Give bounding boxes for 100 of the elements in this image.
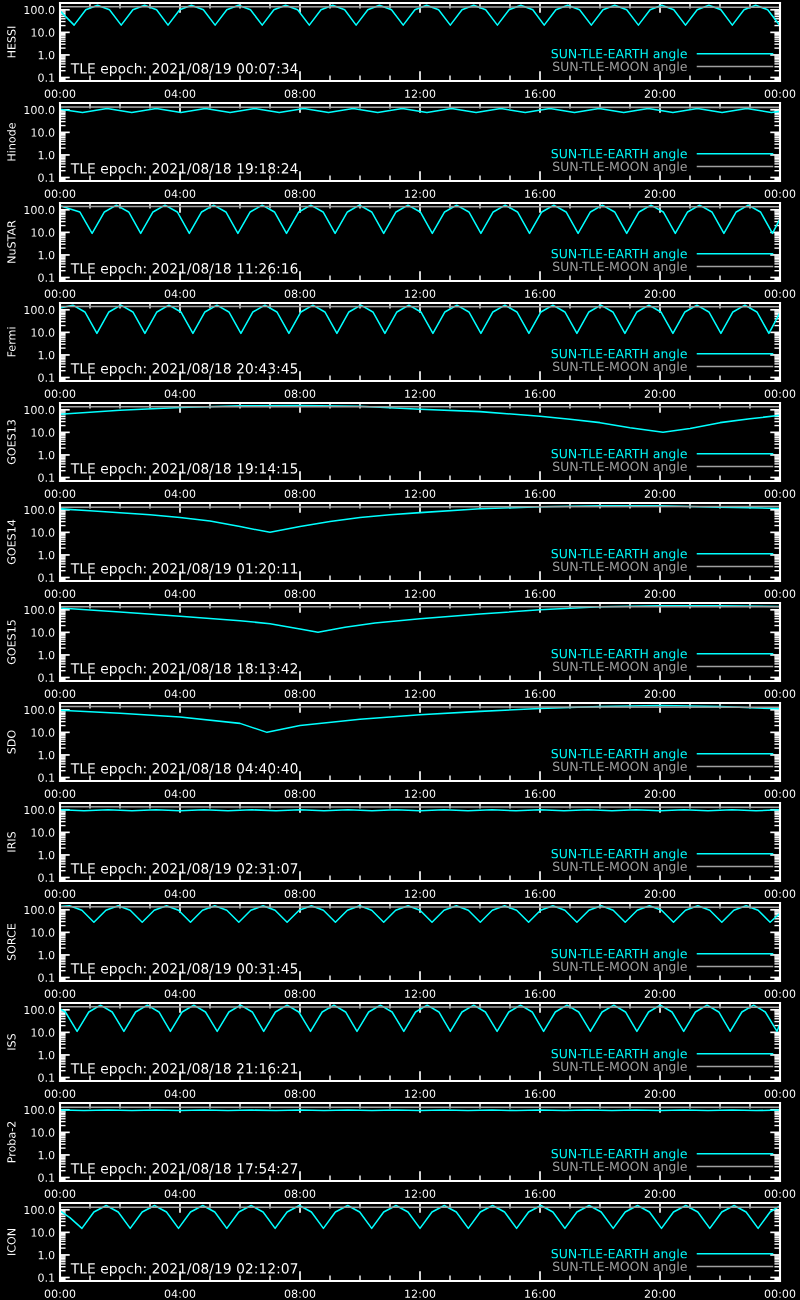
x-tick-label: 16:00 (525, 989, 556, 998)
y-axis-title: IRIS (7, 831, 16, 852)
annotation: TLE epoch: 2021/08/18 04:40:40 (70, 762, 298, 777)
x-tick-label: 00:00 (44, 789, 76, 798)
x-tick-label: 04:00 (164, 1189, 196, 1198)
y-tick-label: 0.1 (38, 1273, 55, 1282)
y-axis-title: Hinode (7, 123, 16, 161)
x-tick-label: 04:00 (164, 789, 196, 798)
y-tick-label: 100.0 (24, 605, 55, 615)
x-tick-label: 00:00 (764, 1089, 796, 1098)
annotation: TLE epoch: 2021/08/18 20:43:45 (70, 362, 298, 377)
x-tick-label: 12:00 (405, 189, 436, 198)
y-tick-label: 10.0 (31, 1128, 55, 1137)
x-tick-label: 08:00 (284, 489, 316, 498)
y-tick-label: 10.0 (31, 528, 55, 537)
text: SUN-TLE-MOON angle (553, 561, 687, 574)
y-tick-label: 1.0 (38, 1150, 55, 1160)
y-tick-label: 100.0 (24, 1105, 55, 1115)
x-tick-label: 20:00 (644, 389, 676, 398)
annotation: TLE epoch: 2021/08/18 19:14:15 (70, 462, 298, 477)
x-tick-label: 00:00 (44, 489, 76, 498)
text: SUN-TLE-MOON angle (553, 361, 687, 374)
y-tick-label: 10.0 (31, 228, 55, 237)
x-tick-label: 12:00 (405, 989, 436, 998)
y-tick-label: 100.0 (24, 705, 55, 715)
y-tick-label: 1.0 (38, 250, 55, 260)
y-tick-label: 0.1 (38, 873, 55, 882)
annotation: TLE epoch: 2021/08/19 02:12:07 (70, 1262, 298, 1277)
x-tick-label: 00:00 (764, 1289, 796, 1298)
y-tick-label: 10.0 (31, 328, 55, 337)
x-tick-label: 12:00 (405, 1289, 436, 1298)
x-tick-label: 16:00 (525, 1189, 556, 1198)
y-tick-label: 0.1 (38, 1173, 55, 1182)
x-tick-label: 00:00 (764, 189, 796, 198)
y-tick-label: 10.0 (31, 28, 55, 37)
text: SUN-TLE-MOON angle (553, 1061, 687, 1074)
x-tick-label: 08:00 (284, 389, 316, 398)
x-tick-label: 16:00 (525, 489, 556, 498)
x-tick-label: 00:00 (44, 989, 76, 998)
y-tick-label: 1.0 (38, 50, 55, 60)
y-tick-label: 10.0 (31, 428, 55, 437)
series-label: SUN-TLE-EARTH angle (551, 1248, 687, 1261)
x-tick-label: 04:00 (164, 89, 196, 98)
y-tick-label: 100.0 (24, 1005, 55, 1015)
series-label: SUN-TLE-EARTH angle (551, 348, 687, 361)
text: SUN-TLE-EARTH angle (551, 648, 687, 661)
text: SUN-TLE-MOON angle (553, 461, 687, 474)
x-tick-label: 16:00 (525, 689, 556, 698)
x-tick-label: 08:00 (284, 1289, 316, 1298)
text: SUN-TLE-EARTH angle (551, 548, 687, 561)
y-tick-label: 1.0 (38, 450, 55, 460)
x-tick-label: 00:00 (44, 889, 76, 898)
y-tick-label: 0.1 (38, 973, 55, 982)
x-tick-label: 04:00 (164, 989, 196, 998)
y-tick-label: 1.0 (38, 950, 55, 960)
text: SUN-TLE-EARTH angle (551, 148, 687, 161)
y-tick-label: 1.0 (38, 550, 55, 560)
y-tick-label: 1.0 (38, 650, 55, 660)
x-tick-label: 04:00 (164, 289, 196, 298)
y-tick-label: 10.0 (31, 728, 55, 737)
x-tick-label: 00:00 (44, 189, 76, 198)
x-tick-label: 20:00 (644, 1189, 676, 1198)
x-tick-label: 16:00 (525, 289, 556, 298)
text: SUN-TLE-MOON angle (553, 261, 687, 274)
x-tick-label: 12:00 (405, 789, 436, 798)
x-tick-label: 04:00 (164, 1289, 196, 1298)
text: SUN-TLE-EARTH angle (551, 1148, 687, 1161)
x-tick-label: 16:00 (525, 189, 556, 198)
x-tick-label: 00:00 (44, 89, 76, 98)
text: SUN-TLE-MOON angle (553, 861, 687, 874)
y-tick-label: 0.1 (38, 173, 55, 182)
x-tick-label: 20:00 (644, 289, 676, 298)
x-tick-label: 16:00 (525, 89, 556, 98)
y-tick-label: 10.0 (31, 1228, 55, 1237)
x-tick-label: 20:00 (644, 189, 676, 198)
text: SUN-TLE-MOON angle (553, 61, 687, 74)
x-tick-label: 08:00 (284, 589, 316, 598)
x-tick-label: 00:00 (764, 889, 796, 898)
annotation: TLE epoch: 2021/08/19 00:31:45 (70, 962, 298, 977)
x-tick-label: 08:00 (284, 1089, 316, 1098)
y-axis-title: Fermi (7, 327, 16, 357)
y-tick-label: 1.0 (38, 150, 55, 160)
x-tick-label: 20:00 (644, 489, 676, 498)
x-tick-label: 08:00 (284, 689, 316, 698)
x-tick-label: 08:00 (284, 189, 316, 198)
annotation: TLE epoch: 2021/08/18 18:13:42 (70, 662, 298, 677)
series-label: SUN-TLE-EARTH angle (551, 1048, 687, 1061)
y-tick-label: 10.0 (31, 128, 55, 137)
annotation: TLE epoch: 2021/08/18 17:54:27 (70, 1162, 298, 1177)
y-tick-label: 0.1 (38, 273, 55, 282)
x-tick-label: 04:00 (164, 189, 196, 198)
y-tick-label: 10.0 (31, 828, 55, 837)
x-tick-label: 16:00 (525, 389, 556, 398)
y-tick-label: 0.1 (38, 73, 55, 82)
y-tick-label: 10.0 (31, 928, 55, 937)
y-axis-title: Proba-2 (7, 1121, 16, 1163)
x-tick-label: 00:00 (764, 289, 796, 298)
x-tick-label: 16:00 (525, 789, 556, 798)
y-axis-title: ISS (7, 1033, 16, 1050)
x-tick-label: 20:00 (644, 789, 676, 798)
